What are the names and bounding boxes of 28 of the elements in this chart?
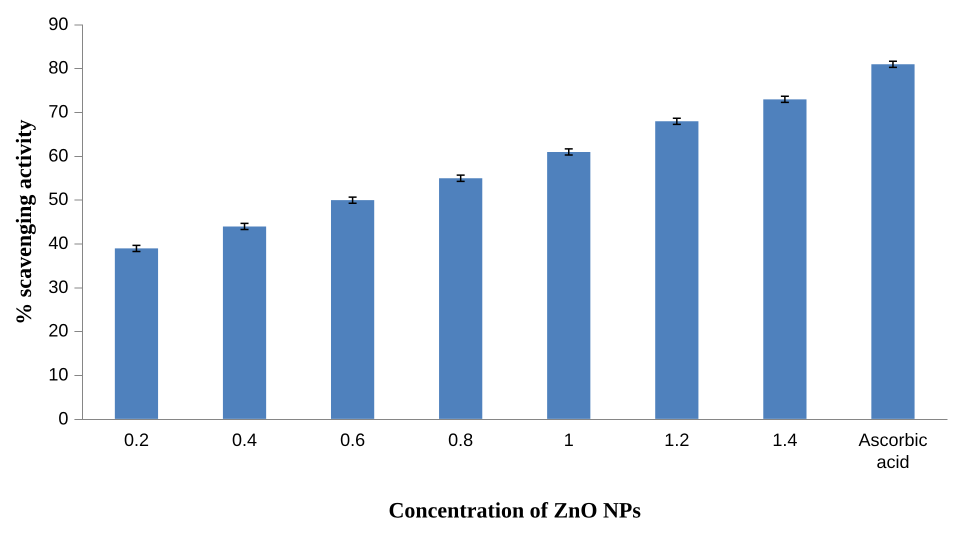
x-tick-label: 1 xyxy=(564,430,574,450)
bar xyxy=(547,152,590,419)
y-tick-label: 70 xyxy=(48,101,68,122)
bar xyxy=(439,178,482,419)
x-axis-title: Concentration of ZnO NPs xyxy=(388,497,642,522)
bar xyxy=(114,248,158,419)
x-tick-label: 0.2 xyxy=(124,430,149,450)
x-tick-label: 0.6 xyxy=(340,430,366,450)
bar xyxy=(763,99,807,419)
y-tick-label: 40 xyxy=(48,232,68,253)
x-tick-label: 1.4 xyxy=(772,430,798,450)
bar xyxy=(655,121,698,419)
bar xyxy=(222,226,266,419)
x-tick-label: 1.2 xyxy=(664,430,690,450)
x-tick-label: 0.8 xyxy=(448,430,474,450)
y-tick-label: 10 xyxy=(48,364,68,385)
y-tick-label: 90 xyxy=(48,14,68,34)
y-axis-title: % scavenging activity xyxy=(10,119,36,325)
y-tick-label: 30 xyxy=(48,276,68,297)
y-tick-label: 20 xyxy=(48,320,68,341)
y-tick-label: 80 xyxy=(48,58,68,78)
x-tick-label: 0.4 xyxy=(232,430,258,450)
bar xyxy=(871,64,915,419)
y-tick-label: 0 xyxy=(58,408,68,428)
y-tick-label: 50 xyxy=(48,189,68,210)
x-tick-label: Ascorbic acid xyxy=(858,430,928,472)
y-tick-label: 60 xyxy=(48,145,68,166)
bar xyxy=(330,200,374,419)
